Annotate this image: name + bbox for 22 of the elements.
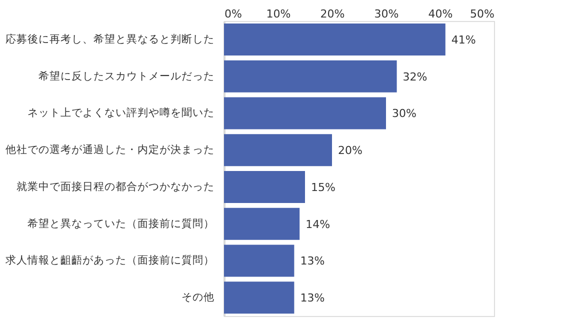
x-tick-label: 50% (470, 8, 494, 20)
x-tick-label: 10% (266, 8, 291, 20)
data-label: 15% (311, 180, 336, 194)
x-tick-label: 0% (224, 8, 242, 20)
data-label: 20% (338, 144, 362, 158)
data-label: 14% (306, 218, 330, 231)
x-tick-label: 30% (374, 8, 399, 20)
y-tick-label: 希望に反したスカウトメールだった (38, 69, 214, 82)
data-label: 30% (392, 107, 416, 120)
y-tick-label: 希望と異なっていた（面接前に質問） (28, 216, 214, 230)
data-label: 13% (300, 292, 325, 305)
x-tick-label: 20% (320, 8, 345, 20)
y-tick-label: その他 (182, 292, 214, 304)
y-tick-label: 他社での選考が通過した・内定が決まった (6, 143, 214, 156)
x-tick-label: 40% (428, 8, 453, 20)
y-tick-label: 求人情報と齟齬があった（面接前に質問） (6, 254, 214, 267)
y-tick-label: 応募後に再考し、希望と異なると判断した (6, 32, 214, 46)
data-label: 32% (402, 70, 428, 84)
y-tick-label: 就業中で面接日程の都合がつかなかった (16, 180, 214, 193)
data-label: 13% (300, 254, 325, 268)
y-tick-label: ネット上でよくない評判や噂を聞いた (28, 106, 214, 120)
data-label: 41% (451, 33, 476, 46)
